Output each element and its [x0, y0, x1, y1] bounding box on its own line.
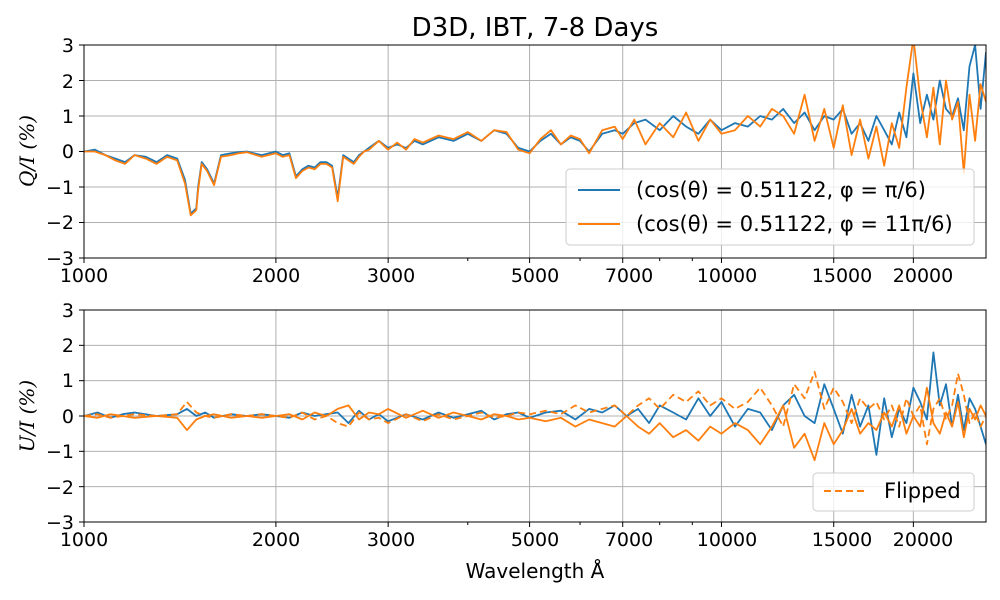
top-y-axis-label: Q/I (%) — [15, 115, 39, 187]
xtick-label: 7000 — [605, 265, 653, 287]
series-line-1 — [84, 386, 986, 462]
ytick-label: −3 — [46, 512, 74, 534]
xtick-label: 3000 — [367, 265, 415, 287]
ytick-label: 3 — [62, 35, 74, 57]
xtick-label: 15000 — [812, 265, 872, 287]
ytick-label: 0 — [62, 141, 74, 163]
top-panel: 3 2 1 0 −1 −2 −3 1000 2000 3000 5000 700… — [15, 35, 987, 287]
top-xtick-labels: 1000 2000 3000 5000 7000 10000 15000 200… — [60, 265, 953, 287]
bottom-panel: 3 2 1 0 −1 −2 −3 1000 2000 3000 5000 700… — [15, 300, 987, 583]
ytick-label: −2 — [46, 212, 74, 234]
legend-label: (cos(θ) = 0.51122, φ = 11π/6) — [636, 212, 953, 236]
xtick-label: 5000 — [511, 529, 559, 551]
xtick-label: 3000 — [367, 529, 415, 551]
xtick-label: 7000 — [605, 529, 653, 551]
bottom-series — [84, 351, 986, 462]
ytick-label: −1 — [46, 441, 74, 463]
ytick-label: −2 — [46, 477, 74, 499]
bottom-xtick-labels: 1000 2000 3000 5000 7000 10000 15000 200… — [60, 529, 953, 551]
xtick-label: 10000 — [697, 529, 757, 551]
series-line-1 — [84, 45, 986, 217]
ytick-label: 1 — [62, 370, 74, 392]
ytick-label: −3 — [46, 248, 74, 270]
x-axis-label: Wavelength Å — [466, 559, 605, 583]
ytick-label: −1 — [46, 177, 74, 199]
chart-title: D3D, IBT, 7-8 Days — [412, 13, 659, 43]
legend-box — [565, 168, 975, 246]
series-line-2 — [84, 370, 986, 446]
bottom-ytick-labels: 3 2 1 0 −1 −2 −3 — [46, 300, 74, 534]
bottom-y-axis-label: U/I (%) — [15, 380, 39, 452]
xtick-label: 2000 — [252, 529, 300, 551]
xtick-label: 20000 — [893, 529, 953, 551]
bottom-legend: Flipped — [812, 472, 975, 512]
ytick-label: 1 — [62, 106, 74, 128]
xtick-label: 20000 — [893, 265, 953, 287]
ytick-label: 0 — [62, 406, 74, 428]
legend-label: Flipped — [884, 479, 961, 503]
xtick-label: 1000 — [60, 265, 108, 287]
xtick-label: 10000 — [697, 265, 757, 287]
ytick-label: 3 — [62, 300, 74, 322]
legend-label: (cos(θ) = 0.51122, φ = π/6) — [636, 178, 926, 202]
top-legend: (cos(θ) = 0.51122, φ = π/6) (cos(θ) = 0.… — [565, 168, 975, 246]
top-ytick-labels: 3 2 1 0 −1 −2 −3 — [46, 35, 74, 270]
top-ticks — [79, 44, 914, 263]
legend-box — [812, 472, 975, 512]
xtick-label: 1000 — [60, 529, 108, 551]
top-series — [84, 45, 986, 217]
xtick-label: 15000 — [812, 529, 872, 551]
xtick-label: 5000 — [511, 265, 559, 287]
bottom-ticks — [79, 309, 914, 527]
ytick-label: 2 — [62, 335, 74, 357]
ytick-label: 2 — [62, 71, 74, 93]
xtick-label: 2000 — [252, 265, 300, 287]
